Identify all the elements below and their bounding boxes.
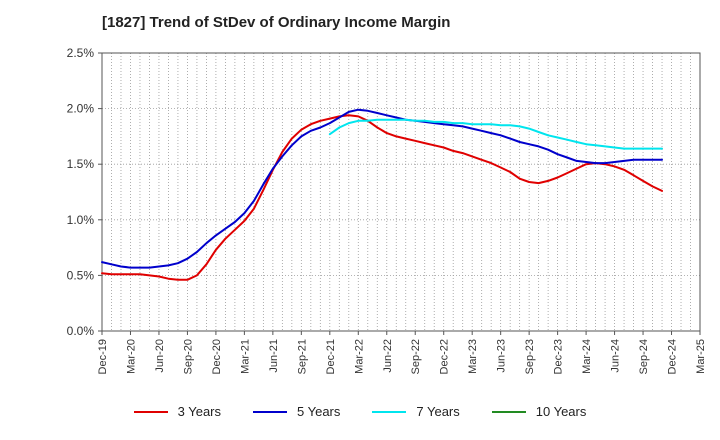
x-tick-label: Mar-21 bbox=[239, 339, 251, 374]
series-line-7-years bbox=[328, 118, 663, 150]
x-tick-label: Jun-23 bbox=[496, 339, 508, 373]
legend-swatch bbox=[253, 410, 287, 413]
legend: 3 Years 5 Years 7 Years 10 Years bbox=[0, 404, 720, 419]
x-tick-label: Jun-21 bbox=[268, 339, 280, 373]
chart-title: [1827] Trend of StDev of Ordinary Income… bbox=[102, 14, 451, 31]
legend-swatch bbox=[372, 410, 407, 413]
legend-label: 5 Years bbox=[297, 404, 341, 419]
x-tick-label: Jun-22 bbox=[382, 339, 394, 373]
y-tick-label: 2.5% bbox=[67, 46, 95, 60]
x-tick-label: Dec-21 bbox=[325, 339, 337, 374]
y-tick-label: 1.5% bbox=[67, 157, 95, 171]
plot-frame bbox=[101, 52, 701, 332]
y-tick-label: 0.0% bbox=[67, 324, 95, 338]
x-tick-label: Mar-22 bbox=[353, 339, 365, 374]
series-layer bbox=[101, 108, 663, 281]
x-tick-label: Dec-19 bbox=[97, 339, 109, 374]
x-tick-label: Sep-23 bbox=[524, 339, 536, 374]
legend-swatch bbox=[491, 410, 526, 413]
x-tick-label: Jun-20 bbox=[154, 339, 166, 373]
legend-label: 7 Years bbox=[416, 404, 460, 419]
x-tick-label: Sep-20 bbox=[182, 339, 194, 374]
series-line-5-years bbox=[101, 108, 663, 269]
legend-label: 3 Years bbox=[177, 404, 221, 419]
x-tick-label: Dec-22 bbox=[439, 339, 451, 374]
y-tick-label: 2.0% bbox=[67, 102, 95, 116]
x-tick-label: Sep-21 bbox=[296, 339, 308, 374]
x-tick-label: Dec-24 bbox=[667, 339, 679, 374]
legend-label: 10 Years bbox=[535, 404, 587, 419]
legend-swatch bbox=[133, 410, 168, 413]
legend-item-10-years: 10 Years bbox=[491, 404, 587, 419]
legend-item-3-years: 3 Years bbox=[133, 404, 221, 419]
x-tick-label: Jun-24 bbox=[610, 339, 622, 373]
y-tick-label: 0.5% bbox=[67, 268, 95, 282]
x-tick-label: Dec-20 bbox=[211, 339, 223, 374]
legend-item-7-years: 7 Years bbox=[372, 404, 460, 419]
legend-item-5-years: 5 Years bbox=[253, 404, 340, 419]
y-tick-label: 1.0% bbox=[67, 213, 95, 227]
x-tick-label: Mar-20 bbox=[125, 339, 137, 374]
x-tick-label: Mar-25 bbox=[695, 339, 707, 374]
axis-layer: 0.0% 0.5% 1.0% 1.5% 2.0% 2.5% Dec-19 Mar-20 Jun-… bbox=[67, 46, 707, 374]
x-tick-label: Mar-23 bbox=[467, 339, 479, 374]
x-tick-label: Dec-23 bbox=[553, 339, 565, 374]
grid-layer bbox=[101, 53, 701, 331]
x-tick-label: Sep-24 bbox=[638, 339, 650, 374]
x-tick-label: Sep-22 bbox=[410, 339, 422, 374]
series-line-3-years bbox=[101, 114, 663, 281]
x-tick-label: Mar-24 bbox=[581, 339, 593, 374]
